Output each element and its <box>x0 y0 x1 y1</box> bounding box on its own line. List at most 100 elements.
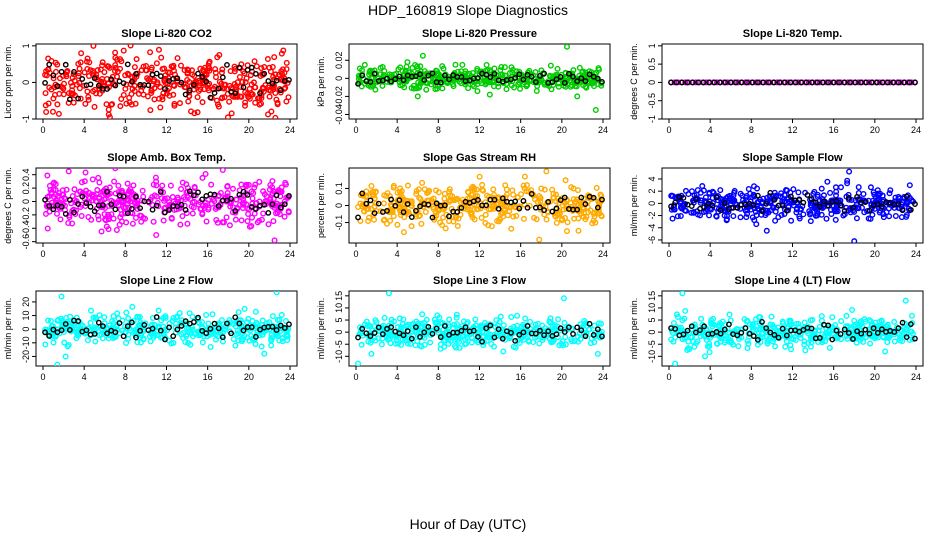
hourly-point <box>120 193 127 200</box>
outlier-point <box>592 106 599 113</box>
hourly-point <box>825 79 832 86</box>
hourly-point <box>396 197 403 204</box>
hourly-point <box>446 213 452 220</box>
hourly-point <box>112 82 119 89</box>
data-point <box>694 196 701 203</box>
hourly-point <box>678 79 685 86</box>
hourly-point <box>499 195 506 202</box>
hourly-point <box>162 336 168 343</box>
data-point <box>521 323 528 330</box>
data-point <box>123 100 130 107</box>
data-point <box>404 182 411 189</box>
data-point <box>792 337 799 344</box>
x-tick-label: 20 <box>244 125 254 135</box>
data-point <box>159 96 166 103</box>
outlier-point <box>355 360 362 366</box>
hourly-point <box>570 331 576 337</box>
hourly-point <box>738 329 745 336</box>
data-point <box>892 213 899 220</box>
data-point <box>433 67 440 74</box>
data-point <box>896 195 903 202</box>
outlier-point <box>594 350 601 357</box>
x-tick-label: 8 <box>749 125 754 135</box>
data-point <box>216 52 223 59</box>
data-point <box>433 209 440 216</box>
data-point <box>827 189 834 196</box>
hourly-point <box>182 206 189 213</box>
data-point <box>706 212 713 219</box>
data-point <box>381 314 388 321</box>
hourly-point <box>495 326 502 333</box>
hourly-point <box>692 329 699 336</box>
x-tick-label: 8 <box>749 249 754 259</box>
data-point <box>684 347 691 354</box>
data-point <box>714 79 721 86</box>
data-point <box>433 187 440 194</box>
hourly-point <box>586 320 593 327</box>
data-point <box>867 184 874 191</box>
data-point <box>224 190 231 197</box>
hourly-point <box>429 70 436 77</box>
data-point <box>78 179 85 186</box>
hourly-point <box>441 72 448 79</box>
x-tick-label: 4 <box>708 372 713 382</box>
y-tick-label: -5 <box>647 340 657 348</box>
data-point <box>380 322 387 329</box>
hourly-point <box>149 325 156 332</box>
hourly-point <box>153 202 160 209</box>
data-point <box>50 75 57 82</box>
data-point <box>150 332 157 339</box>
hourly-point <box>754 192 761 199</box>
data-point <box>575 227 582 234</box>
data-point <box>87 319 94 326</box>
hourly-point <box>363 200 370 207</box>
data-point <box>373 200 380 207</box>
data-point <box>891 338 898 345</box>
data-point <box>536 79 543 86</box>
outlier-point <box>368 350 375 357</box>
data-point <box>887 187 894 194</box>
data-point <box>706 189 713 196</box>
hourly-point <box>182 318 189 324</box>
data-point <box>42 90 49 97</box>
outlier-point <box>543 168 550 175</box>
hourly-point <box>570 73 576 80</box>
data-point <box>50 95 57 102</box>
data-point <box>412 342 419 349</box>
data-point <box>853 215 860 222</box>
data-point <box>235 309 242 316</box>
data-point <box>485 206 492 213</box>
data-point <box>579 69 586 76</box>
data-point <box>490 186 497 193</box>
data-point <box>471 201 478 208</box>
outlier-point <box>273 291 280 296</box>
data-point <box>199 99 206 106</box>
data-point <box>488 223 495 230</box>
hourly-point <box>854 193 860 200</box>
hourly-point <box>668 203 674 210</box>
data-point <box>509 187 516 194</box>
data-point <box>474 88 481 95</box>
hourly-point <box>874 79 880 86</box>
hourly-point <box>79 76 86 82</box>
data-point <box>258 71 265 78</box>
data-point <box>132 100 139 107</box>
data-point <box>251 84 258 91</box>
y-tick-label: 5 <box>334 318 344 323</box>
data-point <box>526 338 533 345</box>
hourly-point <box>252 70 259 77</box>
hourly-point <box>825 322 832 329</box>
data-point <box>563 205 570 212</box>
hourly-point <box>265 78 272 84</box>
data-point <box>244 218 251 225</box>
data-point <box>476 173 483 180</box>
data-point <box>811 188 818 195</box>
y-tick-label: 0 <box>334 330 344 335</box>
data-point <box>458 68 465 75</box>
data-point <box>279 334 286 341</box>
data-point <box>497 313 504 320</box>
hourly-point <box>475 333 481 340</box>
data-point <box>399 67 406 74</box>
data-point <box>387 340 394 347</box>
data-point <box>751 205 758 212</box>
